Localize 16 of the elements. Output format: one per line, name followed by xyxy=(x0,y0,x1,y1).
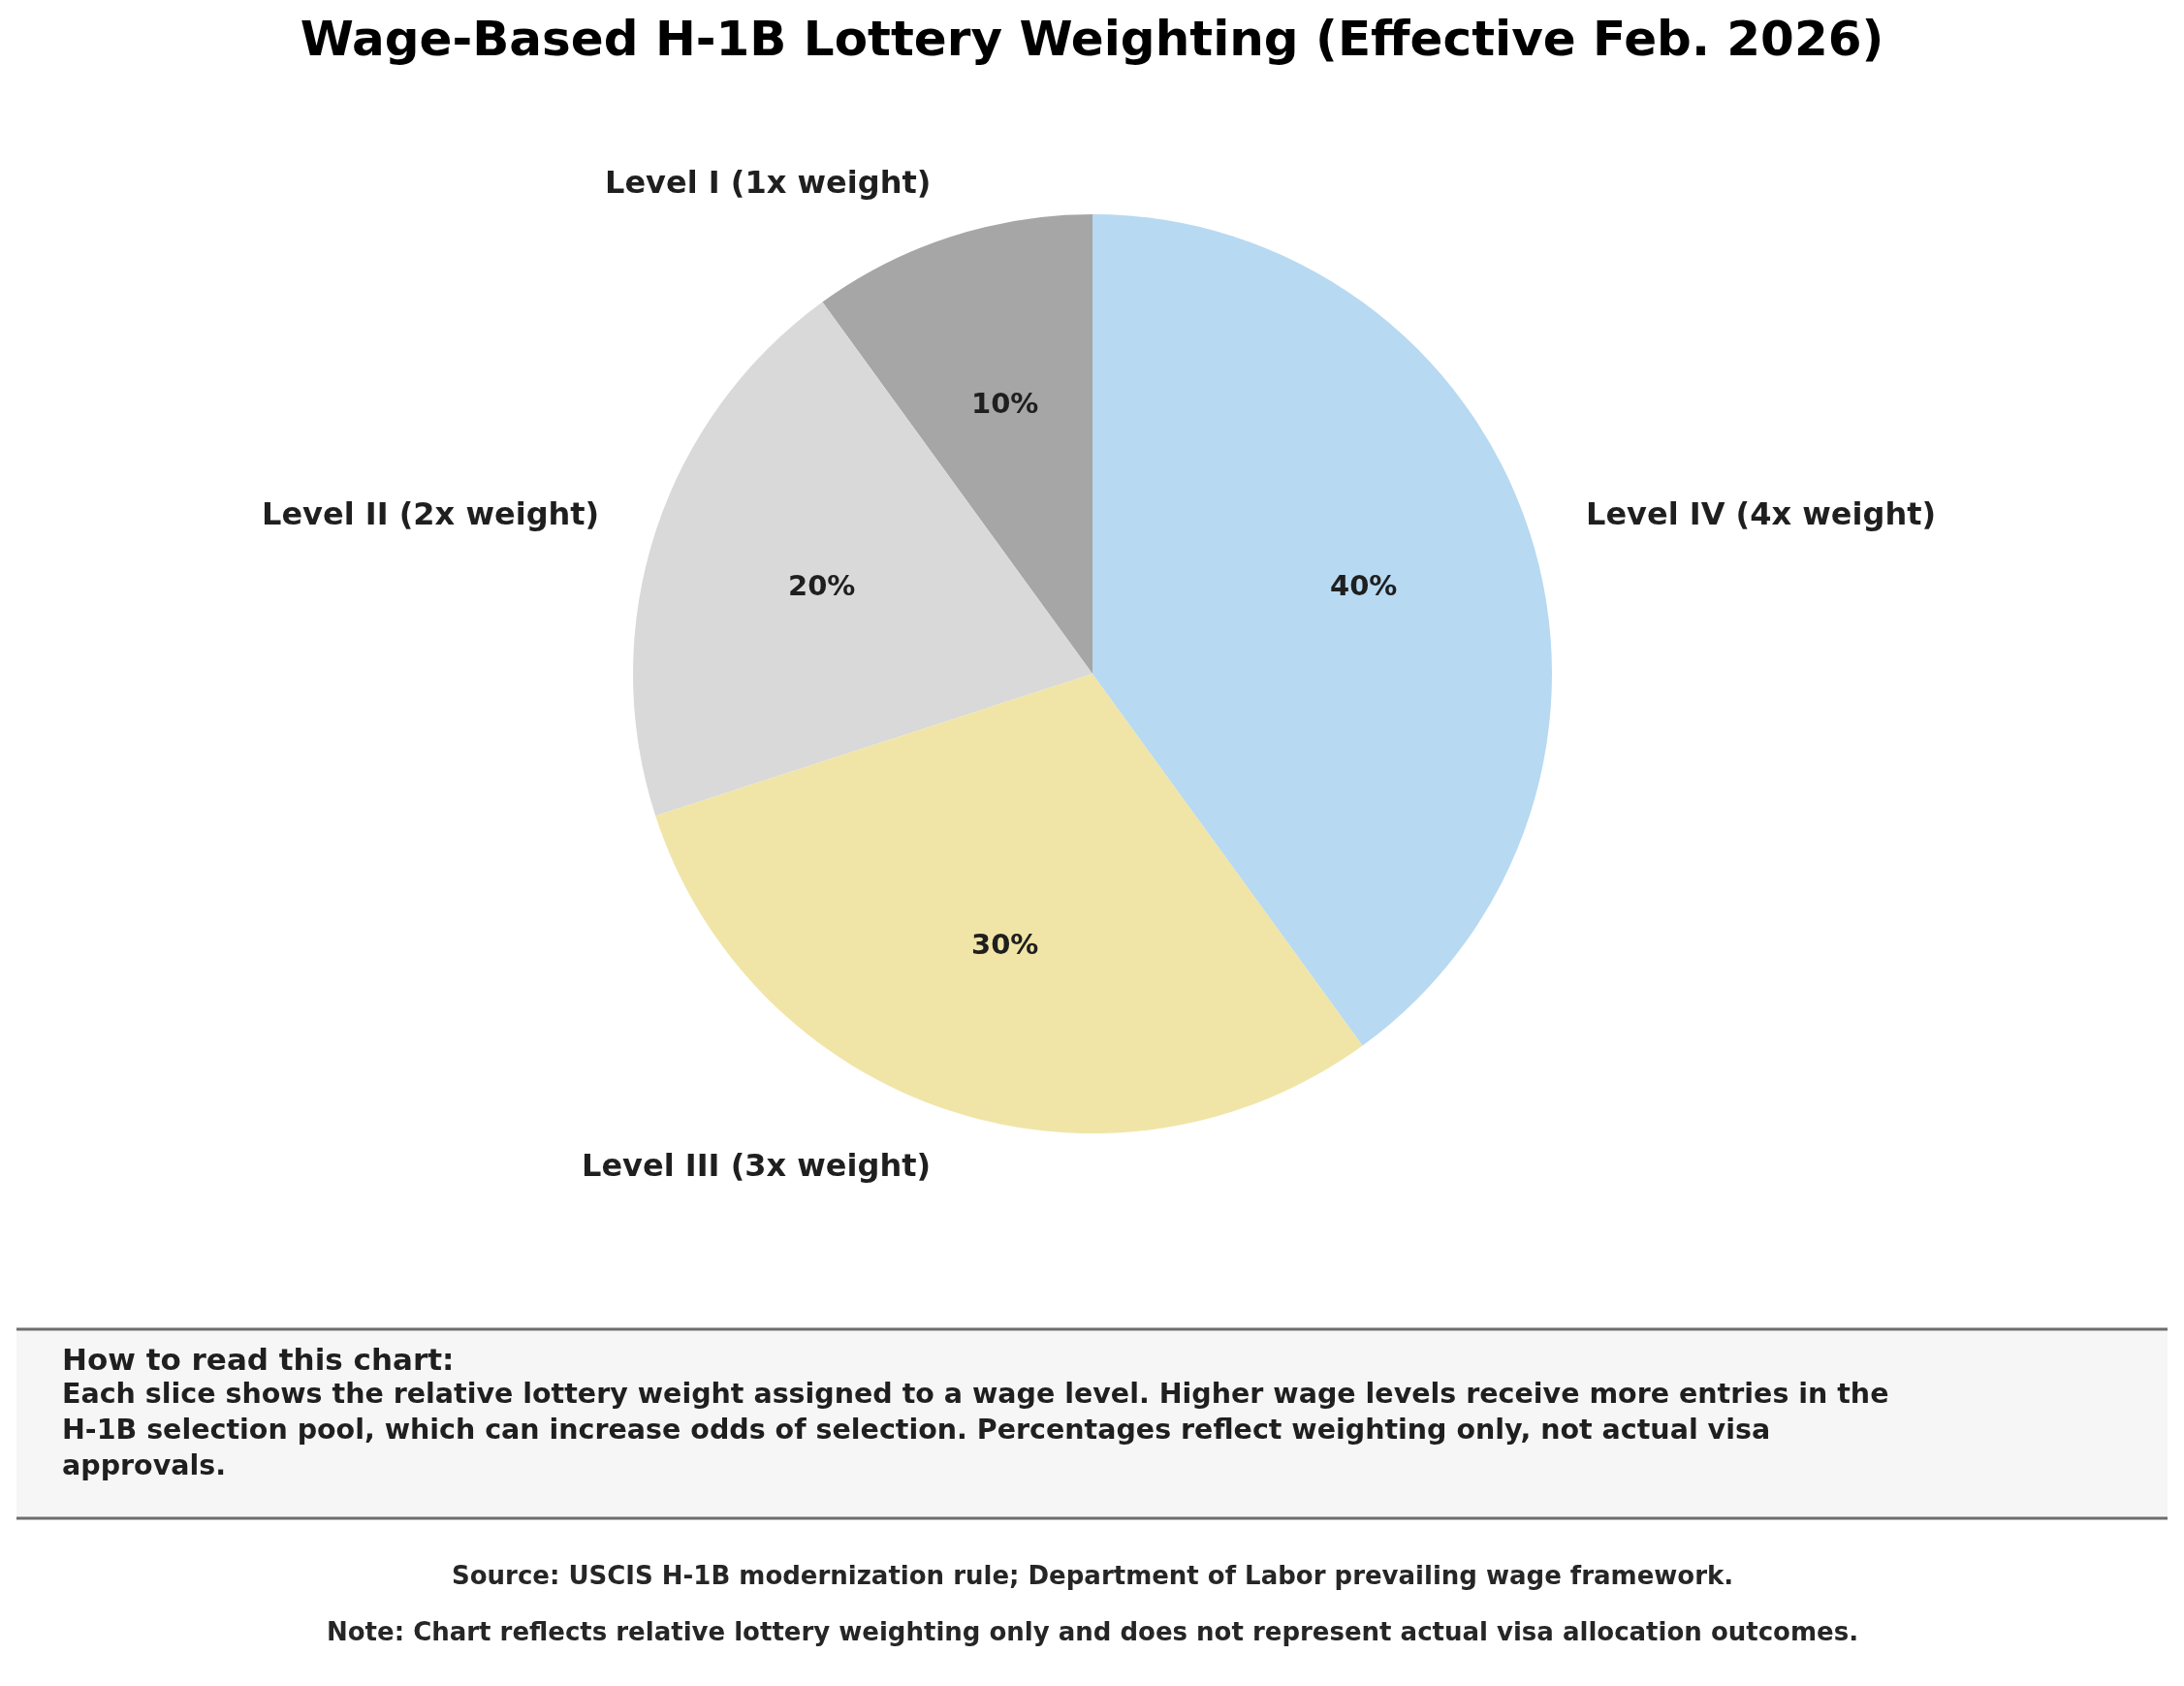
source-note: Source: USCIS H-1B modernization rule; Department of Labor prevailing wage framework. xyxy=(452,1561,1734,1590)
data-label: 30% xyxy=(971,928,1039,961)
data-label: 10% xyxy=(971,387,1039,420)
pie-slice xyxy=(655,674,1363,1133)
chart-title: Wage-Based H-1B Lottery Weighting (Effective Feb. 2026) xyxy=(300,10,1884,67)
slice-label: Level I (1x weight) xyxy=(605,164,932,201)
slice-label: Level IV (4x weight) xyxy=(1586,495,1937,532)
data-label: 20% xyxy=(788,569,856,602)
text: Note: Chart reflects relative lottery weighting only and does not represent actual visa allocation outcomes. xyxy=(327,1617,1859,1646)
pie-slice xyxy=(1092,214,1552,1046)
slice-label: Level II (2x weight) xyxy=(262,495,600,532)
text: How to read this chart: xyxy=(62,1342,455,1377)
slice-label: Level III (3x weight) xyxy=(582,1147,932,1184)
pie-slice xyxy=(633,302,1092,816)
data-label: 40% xyxy=(1330,569,1398,602)
text: Each slice shows the relative lottery weight assigned to a wage level. Higher wage levels receive more entries in the H-1B selection pool, which can increase odds of selection. Percentages reflect weighting only, not actual visa approvals. xyxy=(62,1378,1889,1482)
